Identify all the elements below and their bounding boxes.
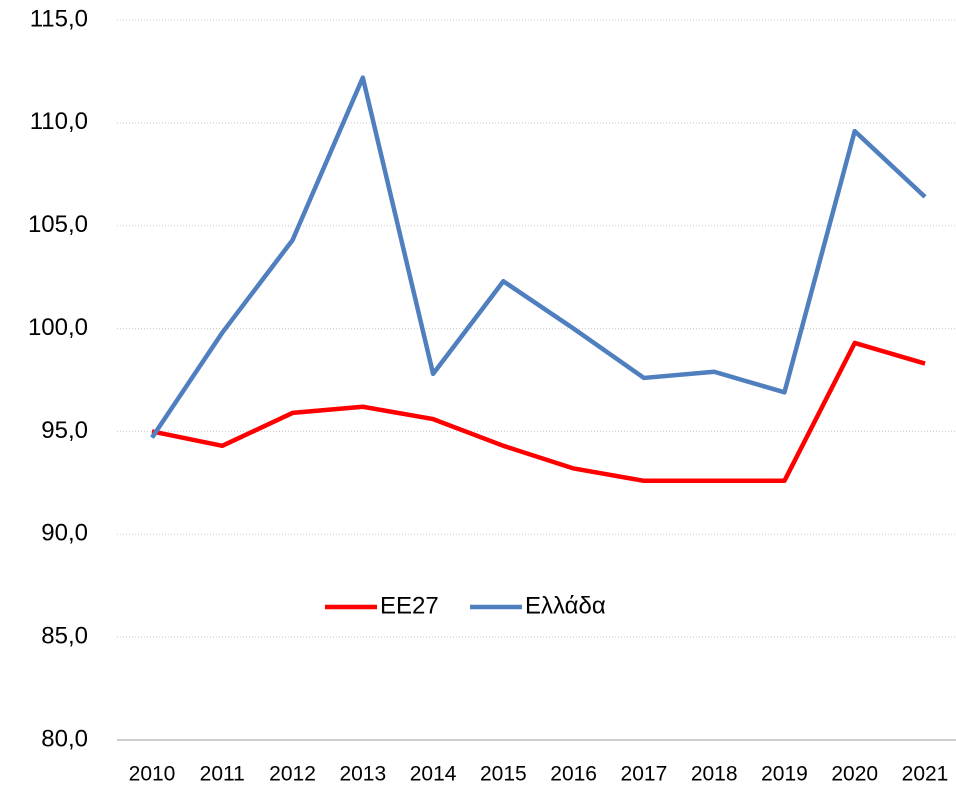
legend-label: EE27 xyxy=(380,592,439,619)
series-line xyxy=(151,340,926,484)
y-tick-label: 90,0 xyxy=(41,520,88,547)
x-tick-label: 2016 xyxy=(550,763,597,786)
series-line xyxy=(150,75,927,439)
x-tick-label: 2020 xyxy=(831,763,878,786)
x-tick-label: 2018 xyxy=(691,763,738,786)
x-tick-label: 2011 xyxy=(200,763,245,786)
y-tick-label: 110,0 xyxy=(30,108,88,135)
x-tick-label: 2015 xyxy=(480,763,527,786)
y-tick-label: 85,0 xyxy=(41,622,88,649)
x-tick-label: 2012 xyxy=(269,763,316,786)
x-tick-label: 2014 xyxy=(410,763,457,786)
y-tick-label: 100,0 xyxy=(28,314,88,341)
legend-label: Ελλάδα xyxy=(525,592,606,619)
x-tick-label: 2013 xyxy=(339,763,386,786)
y-tick-label: 80,0 xyxy=(41,725,88,752)
x-tick-label: 2021 xyxy=(902,763,949,786)
x-tick-label: 2017 xyxy=(621,763,668,786)
x-tick-label: 2010 xyxy=(129,763,176,786)
x-tick-label: 2019 xyxy=(761,763,808,786)
y-tick-label: 105,0 xyxy=(28,211,88,238)
y-tick-label: 115,0 xyxy=(30,5,88,32)
y-tick-label: 95,0 xyxy=(41,417,88,444)
